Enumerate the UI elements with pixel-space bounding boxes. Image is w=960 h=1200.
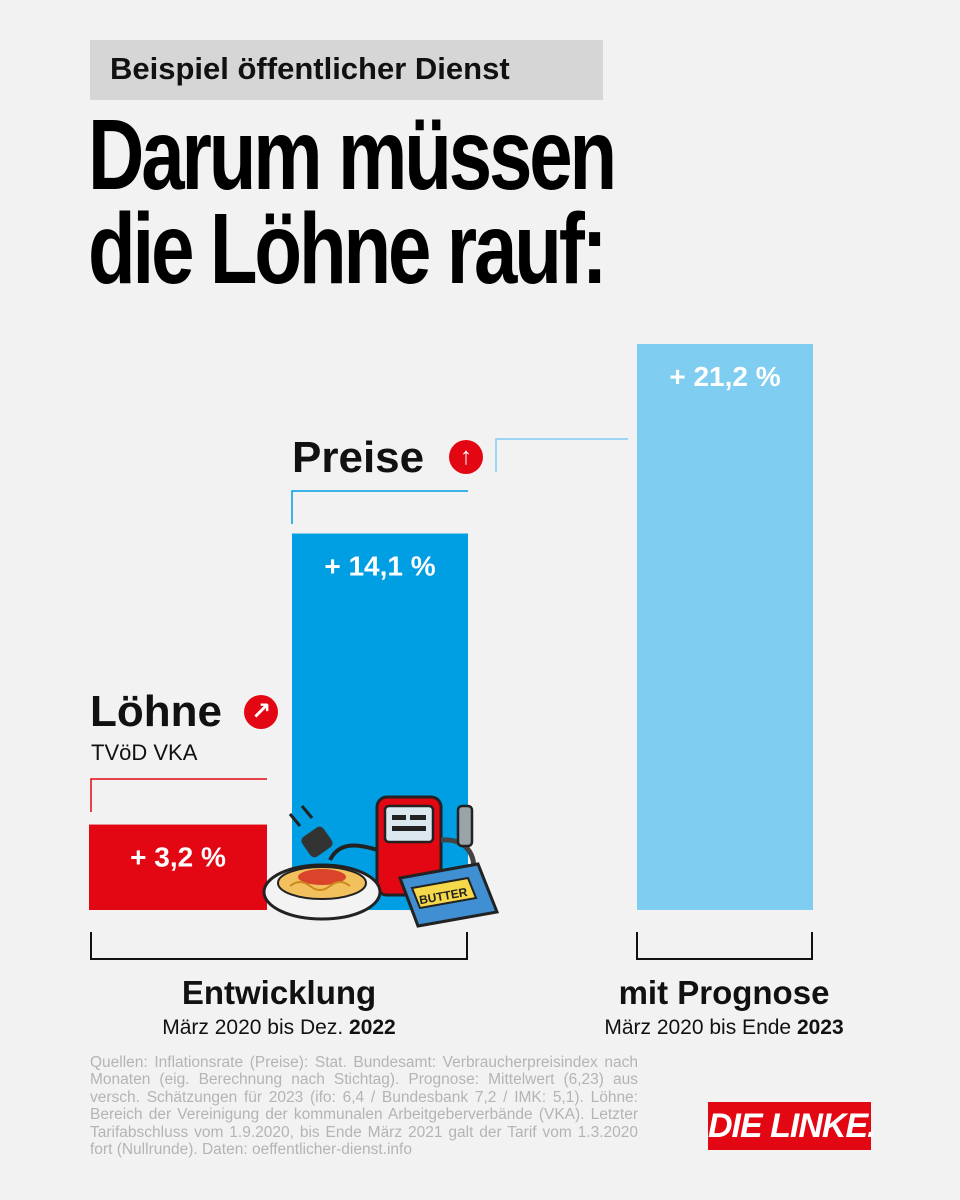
sources-note: Quellen: Inflationsrate (Preise): Stat. … bbox=[90, 1054, 638, 1159]
wages-connector bbox=[90, 778, 267, 812]
bar-loehne-2022 bbox=[89, 824, 267, 910]
group-subtitle-year: 2022 bbox=[349, 1016, 396, 1039]
group-bracket-entwicklung bbox=[90, 932, 468, 960]
kicker-label: Beispiel öffentlicher Dienst bbox=[90, 40, 603, 100]
group-subtitle-year: 2023 bbox=[796, 1016, 844, 1039]
bar-preise-2023-value-label: + 21,2 % bbox=[669, 361, 780, 392]
goods-illustration: BUTTER bbox=[262, 795, 500, 928]
arrow-up-circle-icon: ↑ bbox=[449, 440, 483, 474]
headline: Darum müssen die Löhne rauf: bbox=[88, 99, 728, 305]
brand-logo: DIE LINKE. bbox=[708, 1102, 877, 1150]
group-title-prognose: mit Prognose bbox=[618, 974, 830, 1011]
loehne-sublabel: TVöD VKA bbox=[91, 740, 198, 765]
group-subtitle-prognose: März 2020 bis Ende 2023 bbox=[554, 1016, 894, 1040]
headline-line-2: die Löhne rauf: bbox=[88, 193, 608, 305]
group-title-entwicklung: Entwicklung bbox=[181, 974, 377, 1011]
bar-preise-2022-value-label: + 14,1 % bbox=[324, 551, 435, 582]
plug-icon bbox=[288, 805, 379, 862]
headline-line-1: Darum müssen bbox=[88, 99, 617, 211]
preise-label: Preise bbox=[292, 433, 425, 482]
bar-preise-2023 bbox=[637, 343, 813, 911]
loehne-label: Löhne bbox=[90, 687, 222, 736]
group-subtitle-prefix: März 2020 bis Dez. bbox=[162, 1016, 344, 1039]
spaghetti-icon bbox=[262, 863, 382, 921]
arrow-up-right-circle-icon: ↗ bbox=[244, 695, 278, 729]
prices-connector bbox=[291, 490, 468, 524]
bar-loehne-2022-value-label: + 3,2 % bbox=[130, 842, 226, 873]
group-subtitle-prefix: März 2020 bis Ende bbox=[604, 1016, 792, 1039]
group-subtitle-entwicklung: März 2020 bis Dez. 2022 bbox=[109, 1016, 449, 1040]
butter-icon: BUTTER bbox=[397, 862, 500, 928]
group-bracket-prognose bbox=[636, 932, 813, 960]
forecast-connector bbox=[495, 438, 628, 472]
